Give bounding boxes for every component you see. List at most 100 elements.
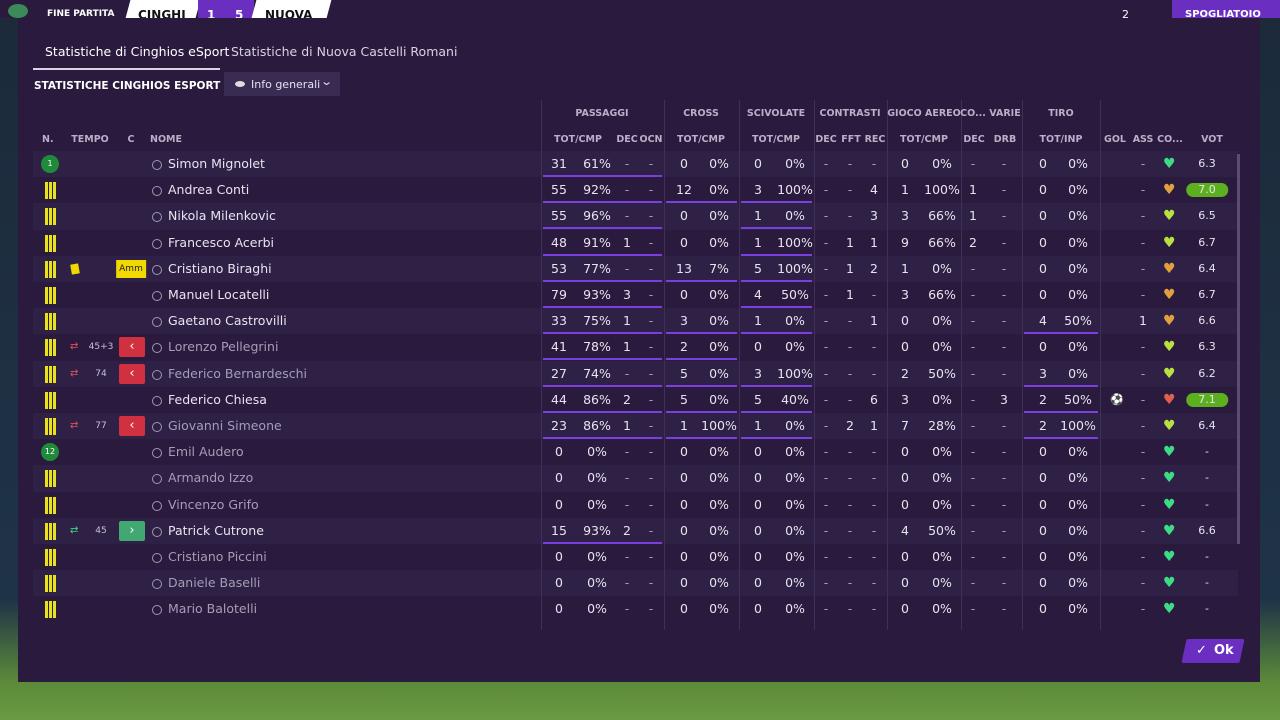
stat-bar	[1024, 384, 1098, 387]
heart-icon: ♥	[1163, 444, 1176, 461]
cell: -	[970, 156, 976, 171]
cell: 15	[551, 522, 567, 538]
cell: 1	[754, 234, 762, 250]
cell: 2	[969, 234, 977, 250]
cell: -	[823, 365, 829, 381]
cell: 0	[680, 287, 688, 302]
player-icon	[152, 395, 162, 406]
cell: 0	[680, 208, 688, 224]
cell: 0%	[1068, 156, 1088, 171]
jersey-icon	[45, 418, 56, 435]
row-bg	[33, 570, 1238, 597]
cell: 1	[870, 234, 878, 250]
cell: 0	[1039, 339, 1047, 355]
group-header: VARIE	[989, 108, 1021, 119]
column-header: TOT/INP	[1039, 134, 1083, 145]
locker-label: SPOGLIATOIO	[1185, 9, 1261, 20]
cell: 0%	[785, 522, 805, 538]
cell: -	[648, 470, 654, 486]
cell: 0%	[932, 391, 952, 407]
stat-bar	[741, 227, 812, 230]
cell: -	[1140, 496, 1146, 512]
group-header: TIRO	[1048, 108, 1074, 119]
cell: 0	[1039, 601, 1047, 617]
cell: 0%	[709, 287, 729, 302]
cell: -	[847, 391, 853, 407]
stat-bar	[666, 437, 737, 439]
cell: 0%	[709, 156, 729, 171]
cell: 13	[676, 260, 692, 276]
cell: 0%	[1068, 444, 1088, 460]
cell: 0%	[709, 208, 729, 224]
cell: 6.7	[1198, 288, 1216, 301]
cell: 0%	[587, 601, 607, 617]
cell: -	[871, 365, 877, 381]
cell: 0%	[785, 601, 805, 617]
stat-bar	[741, 437, 812, 439]
player-icon	[152, 186, 162, 197]
cell: 0%	[932, 549, 952, 564]
cell: -	[624, 601, 630, 617]
cell: Manuel Locatelli	[168, 287, 270, 302]
stat-bar	[543, 358, 662, 361]
column-header: N.	[42, 134, 54, 145]
cell: 55	[551, 182, 567, 198]
cell: -	[847, 313, 853, 329]
cell: -	[648, 496, 654, 512]
cell: 0	[555, 496, 563, 512]
cell: 1	[680, 418, 688, 433]
cell: -	[1140, 234, 1146, 250]
cell: 0%	[587, 444, 607, 460]
row-bg	[33, 386, 1238, 413]
jersey-icon	[45, 470, 56, 488]
cell: 74	[95, 368, 107, 379]
cell: -	[871, 575, 877, 591]
column-separator	[739, 100, 740, 630]
count: 2	[1122, 8, 1129, 21]
cell: 1	[1139, 313, 1147, 329]
cell: -	[970, 391, 976, 407]
number-badge	[41, 155, 59, 173]
cell: 27	[551, 365, 567, 381]
cell: 0	[555, 470, 563, 486]
locker-button[interactable]	[1172, 0, 1280, 18]
cell: -	[823, 339, 829, 355]
cell: 100%	[777, 182, 813, 198]
column-header: DRB	[993, 134, 1017, 145]
cell: -	[648, 156, 654, 171]
cell: 100%	[924, 182, 960, 198]
cell: -	[624, 365, 630, 381]
cell: 0%	[1068, 182, 1088, 198]
cell: 0%	[1068, 470, 1088, 486]
cell: -	[847, 496, 853, 512]
jersey-icon	[45, 208, 56, 226]
cell: 6.4	[1198, 261, 1216, 275]
filter-icon	[235, 81, 245, 87]
cell: -	[871, 470, 877, 486]
column-separator	[664, 100, 665, 630]
cell: 0%	[1068, 208, 1088, 224]
cell: -	[1001, 313, 1007, 329]
cell: 2	[846, 418, 854, 433]
cell: -	[624, 156, 630, 171]
cell: Federico Chiesa	[168, 391, 267, 407]
column-separator	[814, 100, 815, 630]
tab[interactable]: Statistiche di Cinghios eSport	[45, 44, 230, 59]
cell: -	[1140, 287, 1146, 302]
cell: 0	[1039, 575, 1047, 591]
cell: 45+3	[88, 342, 114, 353]
cell: -	[648, 444, 654, 460]
cell: -	[1001, 575, 1007, 591]
player-icon	[152, 212, 162, 223]
cell: -	[823, 470, 829, 486]
tab[interactable]: Statistiche di Nuova Castelli Romani	[231, 44, 458, 59]
stat-bar	[543, 279, 662, 282]
jersey-icon	[45, 234, 56, 252]
cell: -	[1140, 444, 1146, 460]
cell: Gaetano Castrovilli	[168, 313, 287, 329]
scrollbar	[1237, 154, 1240, 544]
heart-icon: ♥	[1163, 601, 1176, 618]
cell: 100%	[777, 365, 813, 381]
cell: -	[1140, 208, 1146, 224]
cell: 0	[555, 601, 563, 617]
